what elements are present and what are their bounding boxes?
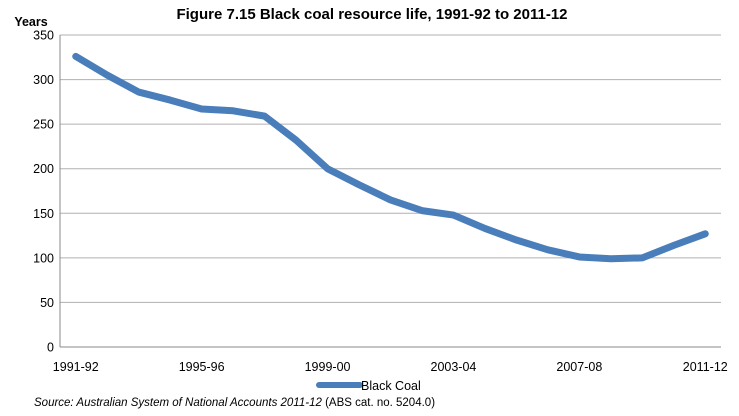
x-tick-labels: 1991-92 1995-96 1999-00 2003-04 2007-08 2011-… [53, 360, 728, 374]
y-tick-label: 350 [33, 29, 54, 43]
source-title: Source: Australian System of National Ac… [34, 397, 322, 409]
x-tick-label: 1991-92 [53, 360, 99, 374]
legend-label: Black Coal [361, 379, 421, 393]
y-tick-label: 200 [33, 162, 54, 176]
x-tick-label: 2011-12 [683, 360, 728, 374]
source-note: Source: Australian System of National Ac… [34, 397, 435, 409]
y-tick-label: 250 [33, 118, 54, 132]
x-tick-label: 2007-08 [556, 360, 602, 374]
y-axis-label: Years [14, 15, 47, 29]
y-tick-label: 300 [33, 73, 54, 87]
series-layer [72, 52, 709, 263]
y-tick-labels: 0 50 100 150 200 250 300 350 [33, 29, 54, 355]
legend: Black Coal [316, 379, 421, 393]
y-tick-label: 0 [47, 341, 54, 355]
y-tick-label: 150 [33, 207, 54, 221]
source-catalogue: (ABS cat. no. 5204.0) [321, 397, 436, 409]
series-line [72, 52, 709, 263]
y-tick-label: 100 [33, 251, 54, 265]
x-tick-label: 1995-96 [179, 360, 225, 374]
gridlines [59, 34, 721, 348]
x-tick-label: 1999-00 [305, 360, 351, 374]
y-tick-label: 50 [40, 296, 54, 310]
chart-title: Figure 7.15 Black coal resource life, 19… [176, 6, 567, 23]
x-tick-label: 2003-04 [431, 360, 477, 374]
